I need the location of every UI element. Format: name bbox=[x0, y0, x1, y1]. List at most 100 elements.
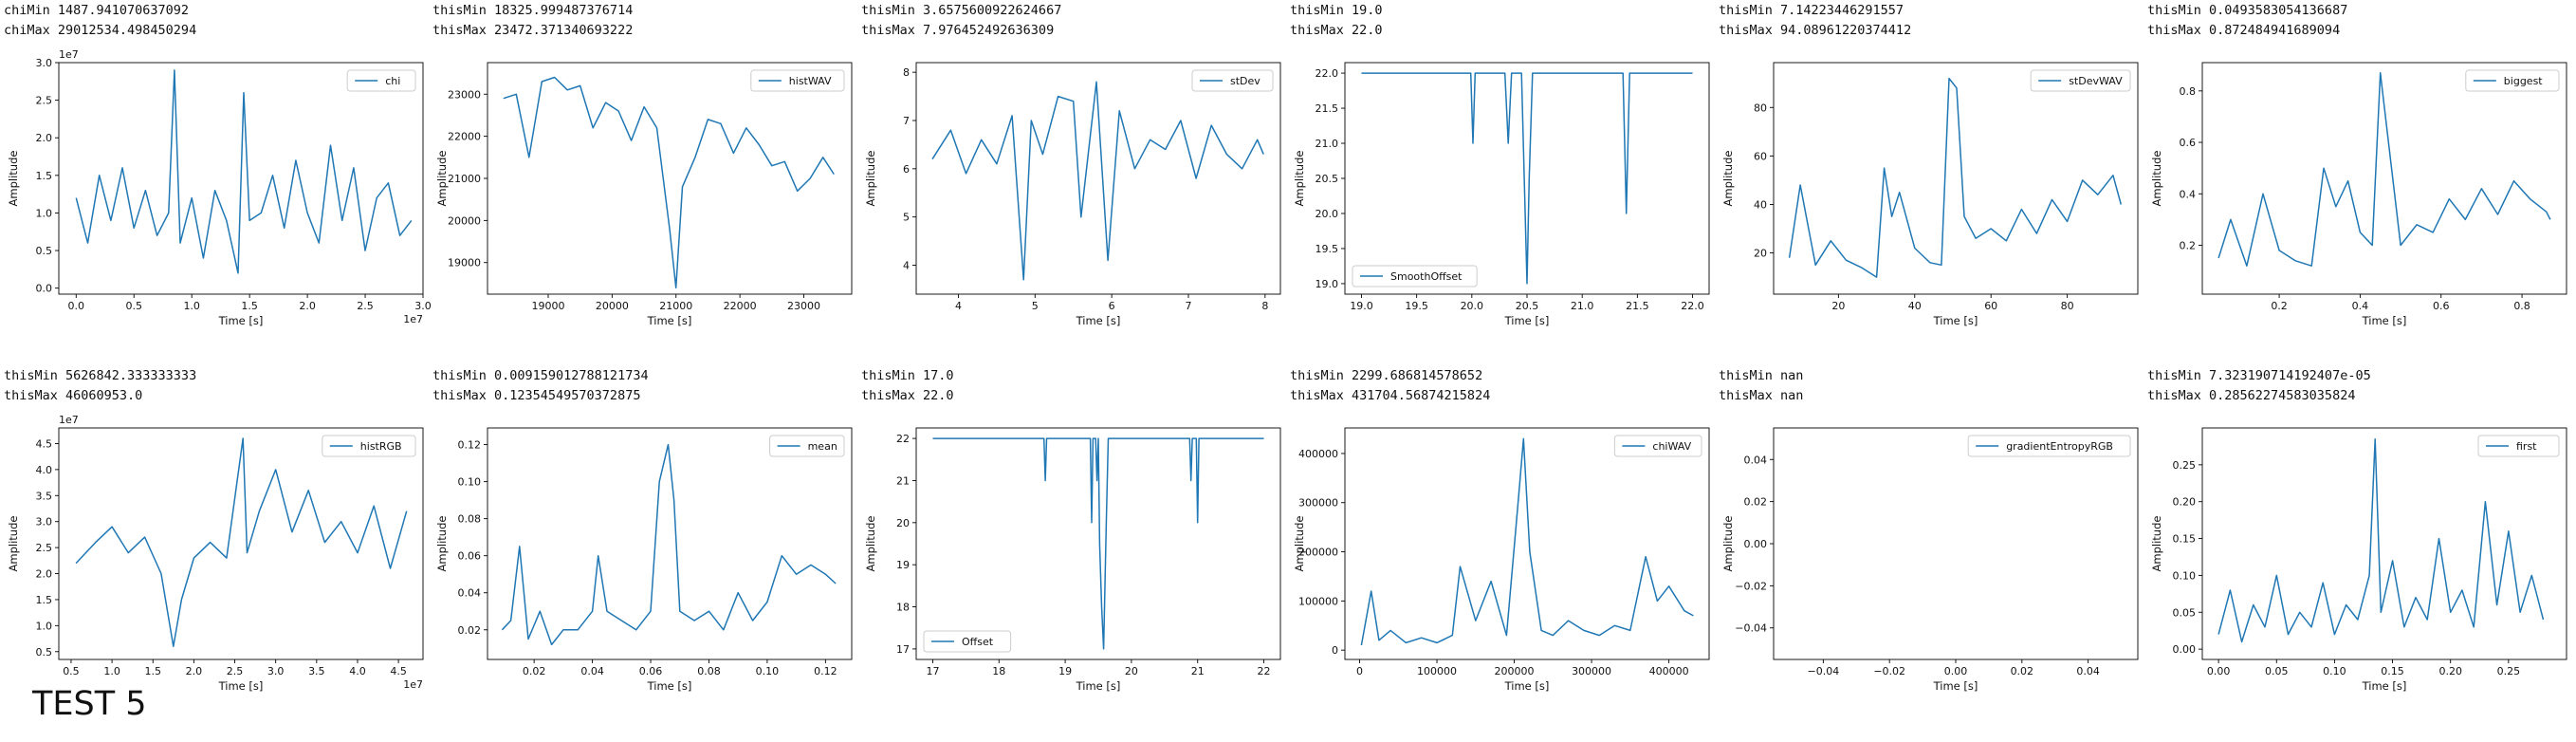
legend-box bbox=[346, 69, 416, 92]
y-axis-label: Amplitude bbox=[864, 151, 877, 207]
axes-frame bbox=[915, 427, 1281, 660]
y-axis-label: Amplitude bbox=[1721, 151, 1735, 207]
y-tick-label: 19 bbox=[896, 559, 910, 571]
x-tick-label: 4 bbox=[955, 300, 962, 312]
x-tick-label: 21.5 bbox=[1626, 300, 1649, 312]
legend-box bbox=[1191, 69, 1274, 92]
legend-label: chiWAV bbox=[1652, 440, 1691, 453]
y-tick-label: 0.05 bbox=[2173, 606, 2197, 619]
y-tick-label: 19.5 bbox=[1316, 243, 1339, 255]
legend: chi bbox=[346, 69, 416, 92]
x-tick-label: 19.5 bbox=[1405, 300, 1428, 312]
y-tick-label: 23000 bbox=[448, 88, 481, 101]
series-line bbox=[1361, 72, 1693, 285]
chart-svg: −0.04 −0.02 0.00 0.02 0.04 −0.04 −0.02 0.00 0.02… bbox=[1721, 427, 2139, 693]
x-tick-label: 40 bbox=[1908, 300, 1922, 312]
chart-panel-gradientEntropyRGB: thisMin nan thisMax nan −0.04 −0.02 0.00 0.02… bbox=[1719, 366, 2147, 736]
y-tick-label: −0.02 bbox=[1735, 580, 1767, 592]
max-line: thisMax 22.0 bbox=[861, 388, 954, 403]
max-line: thisMax 7.976452492636309 bbox=[861, 23, 1055, 38]
x-tick-label: 21000 bbox=[659, 300, 692, 312]
y-tick-label: 1.0 bbox=[36, 620, 53, 632]
y-tick-label: 21.5 bbox=[1316, 102, 1339, 115]
x-tick-label: 18 bbox=[992, 665, 1005, 677]
legend-label: biggest bbox=[2504, 75, 2544, 87]
y-tick-label: 300000 bbox=[1298, 497, 1338, 510]
legend: first bbox=[2477, 435, 2560, 457]
x-tick-label: −0.04 bbox=[1808, 665, 1840, 677]
x-tick-label: 0.06 bbox=[639, 665, 663, 677]
chart-svg: 4 5 6 7 8 4 5 6 7 8 Time [s] Amplitude stDev bbox=[864, 62, 1281, 327]
legend: mean bbox=[769, 435, 845, 457]
y-axis-label: Amplitude bbox=[1293, 516, 1306, 572]
y-tick-label: 8 bbox=[903, 66, 910, 79]
y-tick-label: 18 bbox=[896, 602, 910, 614]
min-line: thisMin 19.0 bbox=[1290, 3, 1383, 18]
stats-header: thisMin 17.0 thisMax 22.0 bbox=[861, 366, 954, 406]
y-tick-label: 2.0 bbox=[36, 568, 53, 581]
x-tick-label: 20 bbox=[1831, 300, 1845, 312]
series-line bbox=[1360, 437, 1694, 646]
legend: biggest bbox=[2465, 69, 2560, 92]
x-tick-label: 2.0 bbox=[299, 300, 316, 312]
chart-panel-chi: chiMin 1487.941070637092 chiMax 29012534.… bbox=[4, 1, 432, 371]
x-axis-label: Time [s] bbox=[1076, 679, 1121, 693]
legend-box bbox=[750, 69, 845, 92]
series-line bbox=[2217, 437, 2545, 643]
y-tick-label: 21000 bbox=[448, 173, 481, 185]
x-axis-label: Time [s] bbox=[647, 679, 692, 693]
y-axis-label: Amplitude bbox=[2150, 516, 2163, 572]
stats-header: thisMin 19.0 thisMax 22.0 bbox=[1290, 1, 1383, 41]
chart-panel-histWAV: thisMin 18325.999487376714 thisMax 23472.… bbox=[432, 1, 861, 371]
y-tick-label: 0.10 bbox=[458, 476, 482, 489]
y-tick-label: 22.0 bbox=[1316, 67, 1339, 80]
x-tick-label: 22.0 bbox=[1681, 300, 1704, 312]
y-axis-label: Amplitude bbox=[7, 516, 20, 572]
y-tick-label: 0.02 bbox=[1744, 496, 1768, 509]
chart-panel-mean: thisMin 0.009159012788121734 thisMax 0.12… bbox=[432, 366, 861, 736]
chart-panel-stDev: thisMin 3.6575600922624667 thisMax 7.9764… bbox=[861, 1, 1290, 371]
legend: histWAV bbox=[750, 69, 845, 92]
y-axis-label: Amplitude bbox=[435, 151, 449, 207]
y-axis-label: Amplitude bbox=[1721, 516, 1735, 572]
x-tick-label: 60 bbox=[1984, 300, 1997, 312]
y-tick-label: 200000 bbox=[1298, 547, 1338, 559]
axes-frame bbox=[2201, 62, 2567, 295]
legend: stDev bbox=[1191, 69, 1274, 92]
x-tick-label: 22 bbox=[1258, 665, 1271, 677]
legend-box bbox=[1613, 435, 1702, 457]
legend: gradientEntropyRGB bbox=[1967, 435, 2131, 457]
y-tick-label: 2.0 bbox=[36, 132, 53, 144]
y-offset-label: 1e7 bbox=[59, 414, 79, 426]
min-line: thisMin 7.323190714192407e-05 bbox=[2147, 368, 2371, 383]
legend-label: chi bbox=[385, 75, 400, 87]
stats-header: thisMin 5626842.333333333 thisMax 4606095… bbox=[4, 366, 196, 406]
series-line bbox=[75, 437, 408, 648]
min-line: thisMin 3.6575600922624667 bbox=[861, 3, 1062, 18]
y-tick-label: 0.08 bbox=[458, 513, 482, 526]
y-tick-label: 1.5 bbox=[36, 170, 53, 182]
max-line: thisMax 0.28562274583035824 bbox=[2147, 388, 2356, 403]
y-tick-label: 7 bbox=[903, 115, 910, 127]
y-tick-label: 20.5 bbox=[1316, 173, 1339, 185]
y-tick-label: 20000 bbox=[448, 214, 481, 227]
legend: histRGB bbox=[322, 435, 416, 457]
x-tick-label: 20 bbox=[1125, 665, 1138, 677]
x-tick-label: 200000 bbox=[1495, 665, 1535, 677]
x-tick-label: 0.00 bbox=[2207, 665, 2231, 677]
x-tick-label: 1.0 bbox=[183, 300, 200, 312]
legend-label: stDevWAV bbox=[2069, 75, 2123, 87]
y-tick-label: 4.0 bbox=[36, 464, 53, 476]
chart-svg: 19000 20000 21000 22000 23000 19000 20000 21000… bbox=[435, 62, 853, 327]
x-tick-label: 0.5 bbox=[63, 665, 80, 677]
x-tick-label: 23000 bbox=[787, 300, 820, 312]
y-tick-label: 0.5 bbox=[36, 646, 53, 659]
y-offset-label: 1e7 bbox=[59, 48, 79, 61]
x-tick-label: 0.5 bbox=[125, 300, 142, 312]
max-line: thisMax 0.872484941689094 bbox=[2147, 23, 2341, 38]
y-tick-label: 0 bbox=[1332, 644, 1338, 657]
y-tick-label: 0.2 bbox=[2180, 239, 2197, 251]
legend: SmoothOffset bbox=[1352, 265, 1478, 288]
legend-label: histRGB bbox=[360, 440, 402, 453]
x-tick-label: 0.04 bbox=[580, 665, 604, 677]
